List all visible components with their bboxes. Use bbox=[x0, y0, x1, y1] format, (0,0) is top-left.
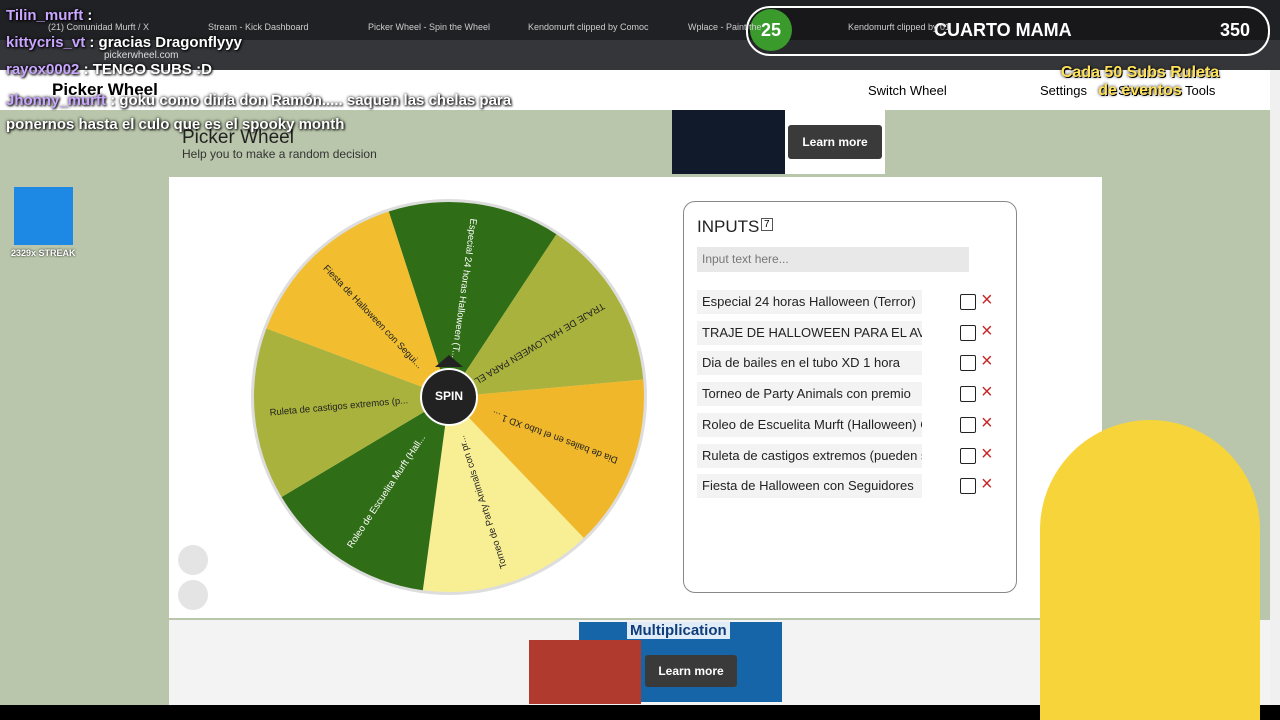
item-check[interactable] bbox=[960, 294, 976, 310]
spin-label: SPIN bbox=[435, 389, 463, 403]
ruleta-text: Cada 50 Subs Ruleta de eventos bbox=[1060, 64, 1220, 99]
taskbar bbox=[0, 705, 1280, 720]
input-item[interactable]: Roleo de Escuelita Murft (Halloween) C bbox=[697, 412, 922, 437]
inputs-count: 7 bbox=[761, 218, 773, 231]
chat-user: rayox0002 bbox=[6, 61, 80, 78]
item-check[interactable] bbox=[960, 416, 976, 433]
avatar bbox=[1040, 420, 1260, 720]
chat-message: Tilin_murft : bbox=[6, 7, 92, 24]
input-item[interactable]: Fiesta de Halloween con Seguidores bbox=[697, 474, 922, 499]
goal-value: 350 bbox=[1220, 20, 1251, 40]
goal-title: CUARTO MAMA bbox=[934, 20, 1072, 40]
spin-button[interactable] bbox=[420, 368, 478, 426]
streak: 2329x STREAK bbox=[11, 248, 76, 258]
tab[interactable]: Stream - Kick Dashboard bbox=[208, 22, 309, 32]
input-item[interactable]: TRAJE DE HALLOWEEN PARA EL AVATA bbox=[697, 320, 922, 345]
ad-button[interactable]: Learn more bbox=[645, 655, 737, 687]
input-item[interactable]: Dia de bailes en el tubo XD 1 hora bbox=[697, 351, 922, 376]
item-check[interactable] bbox=[960, 447, 976, 464]
streak-icon bbox=[14, 187, 73, 245]
item-delete[interactable]: × bbox=[981, 473, 993, 496]
chat-text: : bbox=[87, 7, 93, 24]
input-field[interactable]: Input text here... bbox=[697, 247, 969, 272]
nav-item[interactable]: Settings bbox=[1040, 83, 1087, 98]
worksheet-title: Multiplication bbox=[627, 622, 730, 639]
item-check[interactable] bbox=[960, 324, 976, 341]
tab[interactable]: Picker Wheel - Spin the Wheel bbox=[368, 22, 491, 32]
ad: Learn more bbox=[672, 110, 885, 174]
chat-message: Jhonny_murft : goku como diría don Ramón… bbox=[6, 89, 536, 137]
tab[interactable]: Kendomurft clipped by Comoc bbox=[528, 22, 649, 32]
wheel-segment bbox=[449, 234, 644, 397]
url[interactable]: pickerwheel.com bbox=[104, 50, 179, 61]
goal-count: 25 bbox=[750, 9, 792, 51]
input-item[interactable]: Ruleta de castigos extremos (pueden s bbox=[697, 443, 922, 468]
input-item[interactable]: Especial 24 horas Halloween (Terror) bbox=[697, 290, 922, 314]
goal-bar: 25 CUARTO MAMA 350 bbox=[746, 6, 1270, 56]
chat-message: kittycris_vt : gracias Dragonflyyy bbox=[6, 34, 242, 51]
item-check[interactable] bbox=[960, 355, 976, 372]
tab[interactable]: Wplace - Paint the bbox=[688, 22, 762, 32]
item-check[interactable] bbox=[960, 478, 976, 495]
wheel-segment bbox=[253, 328, 449, 498]
nav-item[interactable]: Switch Wheel bbox=[868, 83, 947, 98]
spin-pointer bbox=[435, 355, 463, 367]
input-item[interactable]: Torneo de Party Animals con premio bbox=[697, 382, 922, 407]
nav-item[interactable]: Tools bbox=[1185, 83, 1216, 98]
tab[interactable]: (21) Comunidad Murft / X bbox=[48, 22, 150, 32]
item-delete[interactable]: × bbox=[981, 350, 993, 373]
inputs-title: INPUTS bbox=[697, 217, 760, 236]
trophy-button[interactable] bbox=[178, 580, 208, 610]
item-delete[interactable]: × bbox=[981, 289, 993, 311]
item-delete[interactable]: × bbox=[981, 319, 993, 342]
chat-user: Jhonny_murft bbox=[6, 92, 107, 109]
scrollbar[interactable] bbox=[1270, 70, 1280, 710]
chat-text: : TENGO SUBS :D bbox=[83, 61, 212, 78]
wheel-segment bbox=[281, 397, 449, 591]
item-delete[interactable]: × bbox=[981, 442, 993, 465]
wheel-segment bbox=[422, 397, 584, 592]
item-check[interactable] bbox=[960, 386, 976, 403]
chat-text: : goku como diría don Ramón..... saquen … bbox=[6, 92, 512, 133]
wheel-segment bbox=[266, 211, 449, 397]
sound-button[interactable] bbox=[178, 545, 208, 575]
nav-item[interactable]: Share bbox=[1118, 83, 1153, 98]
item-delete[interactable]: × bbox=[981, 411, 993, 434]
chat-message: rayox0002 : TENGO SUBS :D bbox=[6, 61, 212, 78]
site-nav: Picker Wheel Switch Wheel Settings Share… bbox=[0, 70, 1270, 110]
wheel-segment bbox=[449, 379, 644, 538]
ad-button[interactable]: Learn more bbox=[788, 125, 882, 159]
chat-user: kittycris_vt bbox=[6, 34, 86, 51]
logo[interactable]: Picker Wheel bbox=[52, 80, 158, 99]
item-delete[interactable]: × bbox=[981, 381, 993, 404]
chat-text: : gracias Dragonflyyy bbox=[89, 34, 242, 51]
page-title: Picker Wheel bbox=[182, 127, 294, 148]
tab[interactable]: Kendomurft clipped by 01 bbox=[848, 22, 951, 32]
page-subtitle: Help you to make a random decision bbox=[182, 147, 377, 161]
wheel-segment bbox=[388, 202, 557, 397]
chat-user: Tilin_murft bbox=[6, 7, 84, 24]
